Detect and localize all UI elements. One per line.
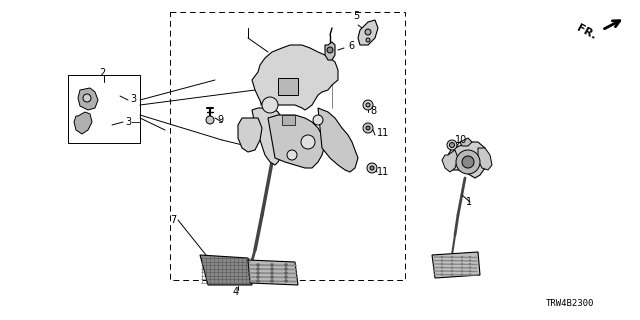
Circle shape [461, 266, 463, 269]
Polygon shape [268, 115, 325, 168]
Circle shape [451, 270, 453, 272]
Text: 7: 7 [170, 215, 176, 225]
Circle shape [441, 270, 443, 272]
Circle shape [468, 256, 471, 258]
Circle shape [441, 259, 443, 262]
Circle shape [363, 123, 373, 133]
Circle shape [367, 163, 377, 173]
Circle shape [262, 97, 278, 113]
Circle shape [206, 116, 214, 124]
Circle shape [327, 47, 333, 53]
Circle shape [257, 276, 259, 278]
Circle shape [285, 276, 287, 278]
Circle shape [285, 268, 287, 270]
Polygon shape [460, 138, 472, 146]
Circle shape [441, 266, 443, 269]
Circle shape [271, 268, 273, 270]
Circle shape [468, 259, 471, 262]
Circle shape [285, 271, 287, 275]
Circle shape [451, 263, 453, 265]
Text: 8: 8 [370, 106, 376, 116]
Polygon shape [252, 45, 338, 110]
Circle shape [365, 29, 371, 35]
Circle shape [257, 263, 259, 267]
Polygon shape [282, 115, 295, 125]
Polygon shape [478, 148, 492, 170]
Circle shape [257, 271, 259, 275]
Bar [68, 75, 140, 143]
Polygon shape [325, 42, 335, 60]
Text: TRW4B2300: TRW4B2300 [546, 299, 594, 308]
Polygon shape [78, 88, 98, 110]
Circle shape [301, 135, 315, 149]
Text: 10: 10 [455, 135, 467, 145]
Circle shape [449, 142, 454, 148]
Text: 1: 1 [466, 197, 472, 207]
Circle shape [441, 256, 443, 258]
Circle shape [366, 38, 370, 42]
Circle shape [257, 268, 259, 270]
Circle shape [461, 256, 463, 258]
Circle shape [461, 273, 463, 276]
Circle shape [370, 166, 374, 170]
Circle shape [468, 266, 471, 269]
Circle shape [468, 273, 471, 276]
Circle shape [441, 263, 443, 265]
Circle shape [451, 256, 453, 258]
Polygon shape [200, 255, 252, 285]
Polygon shape [252, 108, 285, 165]
Circle shape [456, 150, 480, 174]
Circle shape [451, 273, 453, 276]
Circle shape [468, 263, 471, 265]
Circle shape [313, 115, 323, 125]
Text: 5: 5 [353, 11, 359, 21]
Circle shape [468, 270, 471, 272]
Circle shape [271, 276, 273, 278]
Text: 11: 11 [377, 128, 389, 138]
Circle shape [257, 279, 259, 283]
Polygon shape [278, 78, 298, 95]
Circle shape [366, 126, 370, 130]
Text: FR.: FR. [575, 23, 598, 41]
Circle shape [441, 273, 443, 276]
Text: 2: 2 [99, 68, 105, 78]
Circle shape [285, 263, 287, 267]
Circle shape [271, 263, 273, 267]
Text: 3: 3 [130, 94, 136, 104]
Polygon shape [238, 118, 262, 152]
Text: 6: 6 [348, 41, 354, 51]
Circle shape [366, 103, 370, 107]
Polygon shape [248, 260, 298, 285]
Polygon shape [448, 142, 488, 178]
Polygon shape [318, 108, 358, 172]
Circle shape [287, 150, 297, 160]
Circle shape [363, 100, 373, 110]
Bar [170, 12, 405, 280]
Text: 9: 9 [217, 115, 223, 125]
Circle shape [461, 259, 463, 262]
Circle shape [461, 263, 463, 265]
Circle shape [285, 279, 287, 283]
Text: 3—: 3— [125, 117, 141, 127]
Polygon shape [442, 150, 458, 172]
Circle shape [462, 156, 474, 168]
Circle shape [271, 279, 273, 283]
Circle shape [451, 266, 453, 269]
Circle shape [451, 259, 453, 262]
Circle shape [83, 94, 91, 102]
Circle shape [271, 271, 273, 275]
Polygon shape [358, 20, 378, 45]
Text: 11: 11 [377, 167, 389, 177]
Circle shape [447, 140, 457, 150]
Polygon shape [432, 252, 480, 278]
Text: 4: 4 [233, 287, 239, 297]
Polygon shape [74, 112, 92, 134]
Circle shape [461, 270, 463, 272]
